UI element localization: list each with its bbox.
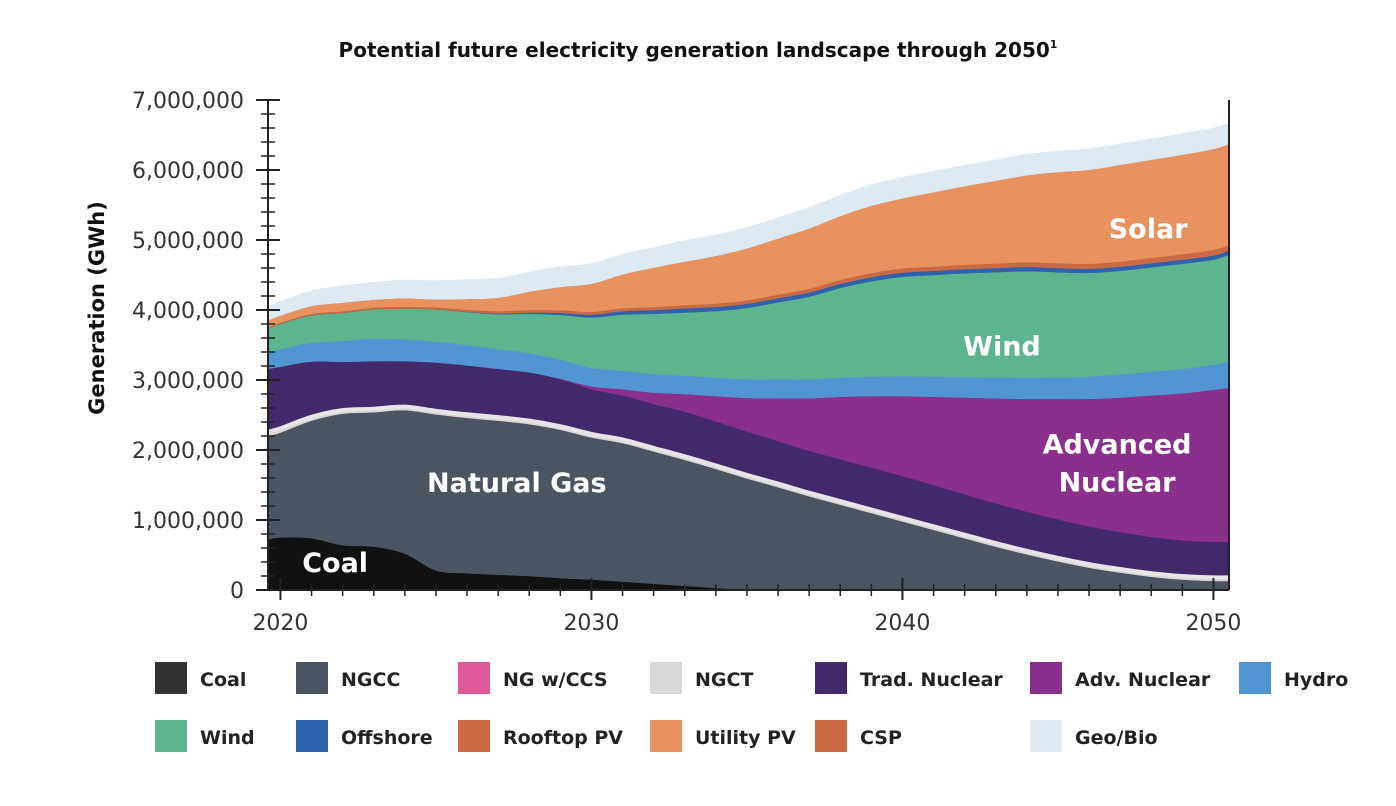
y-tick-label: 3,000,000	[132, 369, 244, 394]
legend-label-adv-nuclear: Adv. Nuclear	[1075, 669, 1211, 691]
y-tick-label: 0	[230, 579, 244, 604]
legend-swatch-trad-nuclear	[815, 662, 847, 694]
axes: 0 1,000,000 2,000,000 3,000,000 4,000,000 5,0…	[132, 89, 1241, 636]
y-tick-label: 1,000,000	[132, 509, 244, 534]
region-labels: Coal Natural Gas Advanced Nuclear Wind Solar	[302, 214, 1191, 579]
y-tick-label: 7,000,000	[132, 89, 244, 114]
natural-gas-label: Natural Gas	[427, 468, 607, 499]
legend-swatch-ng-w-ccs	[458, 662, 490, 694]
legend-swatch-ngcc	[296, 662, 328, 694]
x-tick-label: 2050	[1185, 611, 1241, 636]
y-tick-label: 4,000,000	[132, 299, 244, 324]
legend-label-wind: Wind	[200, 727, 255, 749]
legend-swatch-hydro	[1239, 662, 1271, 694]
legend-label-trad-nuclear: Trad. Nuclear	[860, 669, 1003, 691]
legend-label-ngcc: NGCC	[341, 669, 400, 691]
y-tick-label: 5,000,000	[132, 229, 244, 254]
legend-label-ng-w-ccs: NG w/CCS	[503, 669, 608, 691]
legend-swatch-ngct	[650, 662, 682, 694]
ngct-line-group	[267, 404, 1230, 580]
legend-label-coal: Coal	[200, 669, 246, 691]
legend-label-csp: CSP	[860, 727, 902, 749]
legend-label-hydro: Hydro	[1284, 669, 1348, 691]
wind-label: Wind	[963, 332, 1041, 363]
y-axis-label: Generation (GWh)	[85, 201, 109, 415]
y-tick-label: 6,000,000	[132, 159, 244, 184]
legend-label-geo-bio: Geo/Bio	[1075, 727, 1158, 749]
nuclear-label: Nuclear	[1059, 467, 1177, 498]
area-layers	[267, 122, 1230, 591]
legend-swatch-offshore	[296, 720, 328, 752]
legend-label-rooftop-pv: Rooftop PV	[503, 727, 623, 749]
ngct-band-line	[267, 404, 1230, 580]
chart-title-text: Potential future electricity generation …	[339, 38, 1050, 62]
x-tick-label: 2040	[874, 611, 930, 636]
legend-swatch-adv-nuclear	[1030, 662, 1062, 694]
chart-title: Potential future electricity generation …	[339, 38, 1058, 62]
legend-swatch-geo-bio	[1030, 720, 1062, 752]
legend-swatch-wind	[155, 720, 187, 752]
legend-label-utility-pv: Utility PV	[695, 727, 796, 749]
y-tick-label: 2,000,000	[132, 439, 244, 464]
chart-title-superscript: 1	[1050, 38, 1058, 51]
legend-swatch-rooftop-pv	[458, 720, 490, 752]
x-tick-label: 2020	[252, 611, 308, 636]
legend-label-offshore: Offshore	[341, 727, 433, 749]
legend-swatch-coal	[155, 662, 187, 694]
solar-label: Solar	[1109, 214, 1188, 245]
legend-swatch-csp	[815, 720, 847, 752]
legend-label-ngct: NGCT	[695, 669, 753, 691]
coal-label: Coal	[302, 548, 368, 579]
legend-swatch-utility-pv	[650, 720, 682, 752]
advanced-label: Advanced	[1043, 430, 1192, 461]
legend: Coal NGCC NG w/CCS NGCT Trad. Nuclear Adv. Nu…	[155, 662, 1348, 752]
x-tick-label: 2030	[563, 611, 619, 636]
